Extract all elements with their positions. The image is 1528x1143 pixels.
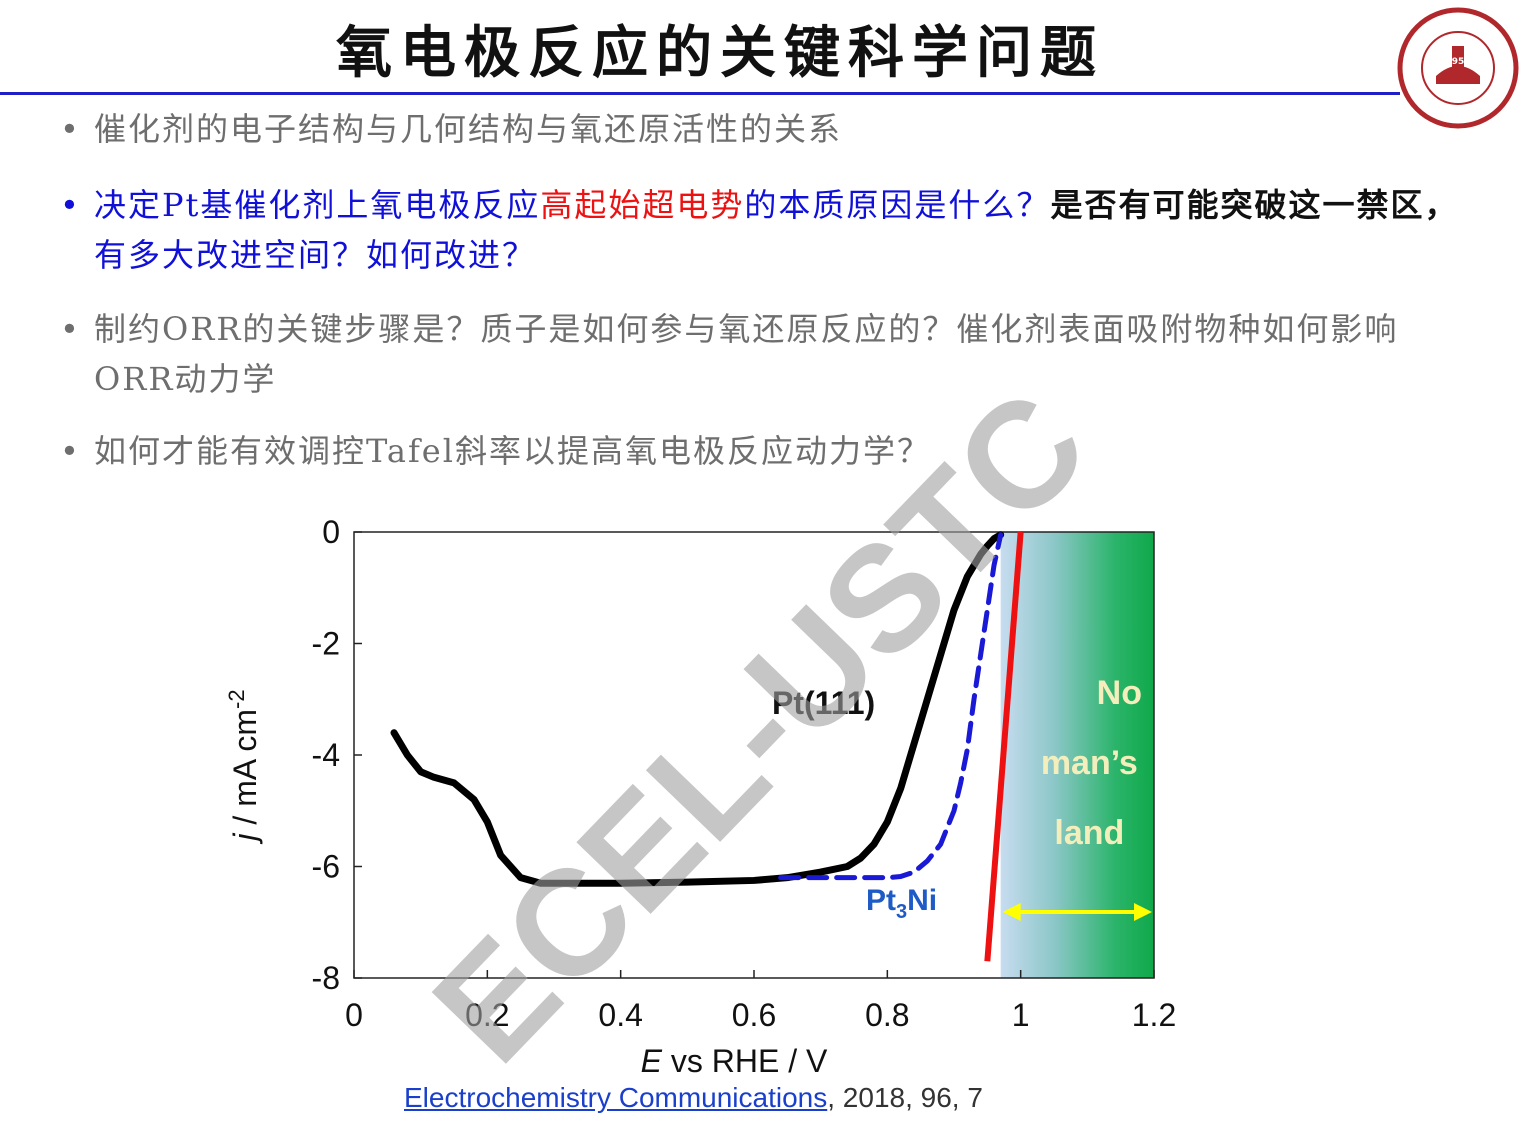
title-divider bbox=[0, 92, 1400, 95]
y-tick-label: -4 bbox=[312, 737, 340, 773]
bullet-4-text: 如何才能有效调控Tafel斜率以提高氧电极反应动力学？ bbox=[94, 432, 931, 470]
x-tick-label: 0 bbox=[345, 997, 363, 1033]
theoretical-limit-line bbox=[984, 531, 1024, 962]
x-axis-label: E vs RHE / V bbox=[641, 1043, 828, 1079]
bullet-2-text: 决定Pt基催化剂上氧电极反应高起始超电势的本质原因是什么？是否有可能突破这一禁区… bbox=[94, 186, 1459, 274]
bullet-4: • 如何才能有效调控Tafel斜率以提高氧电极反应动力学？ bbox=[60, 426, 1460, 476]
no-mans-land-label: man’s bbox=[1041, 744, 1138, 782]
no-mans-land-label: No bbox=[1097, 674, 1142, 712]
svg-text:1958: 1958 bbox=[1445, 57, 1470, 67]
range-arrow-head-left bbox=[1002, 903, 1021, 921]
bullet-2: • 决定Pt基催化剂上氧电极反应高起始超电势的本质原因是什么？是否有可能突破这一禁… bbox=[60, 180, 1460, 280]
x-tick-label: 1 bbox=[1012, 997, 1030, 1033]
x-tick-label: 0.6 bbox=[732, 997, 776, 1033]
y-axis-label: j / mA cm-2 bbox=[224, 689, 263, 844]
y-tick-label: -6 bbox=[312, 849, 340, 885]
bullet-3-text: 制约ORR的关键步骤是？质子是如何参与氧还原反应的？催化剂表面吸附物种如何影响O… bbox=[94, 310, 1399, 398]
bullet-1: • 催化剂的电子结构与几何结构与氧还原活性的关系 bbox=[60, 104, 1460, 154]
no-mans-land-label: land bbox=[1054, 814, 1124, 852]
y-tick-label: 0 bbox=[322, 514, 340, 550]
x-tick-label: 1.2 bbox=[1132, 997, 1176, 1033]
x-tick-label: 0.8 bbox=[865, 997, 909, 1033]
no-mans-land-region bbox=[1000, 532, 1154, 978]
university-seal-logo: 1958 bbox=[1397, 7, 1519, 129]
citation: Electrochemistry Communications, 2018, 9… bbox=[404, 1082, 983, 1114]
range-arrow-head-right bbox=[1134, 903, 1152, 921]
journal-link[interactable]: Electrochemistry Communications bbox=[404, 1082, 828, 1113]
series-line-pt3ni bbox=[778, 532, 1004, 881]
series-label-pt111: Pt(111) bbox=[772, 685, 875, 721]
x-tick-label: 0.4 bbox=[598, 997, 642, 1033]
page-title: 氧电极反应的关键科学问题 bbox=[336, 20, 1104, 86]
y-tick-label: -2 bbox=[312, 626, 340, 662]
x-tick-label: 0.2 bbox=[465, 997, 509, 1033]
y-tick-label: -8 bbox=[312, 960, 340, 996]
bullet-3: • 制约ORR的关键步骤是？质子是如何参与氧还原反应的？催化剂表面吸附物种如何影响… bbox=[60, 304, 1460, 404]
series-label-pt3ni: Pt3Ni bbox=[866, 884, 937, 923]
bullet-1-text: 催化剂的电子结构与几何结构与氧还原活性的关系 bbox=[94, 110, 843, 148]
series-line-pt111 bbox=[390, 531, 1005, 887]
citation-details: , 2018, 96, 7 bbox=[827, 1082, 983, 1113]
